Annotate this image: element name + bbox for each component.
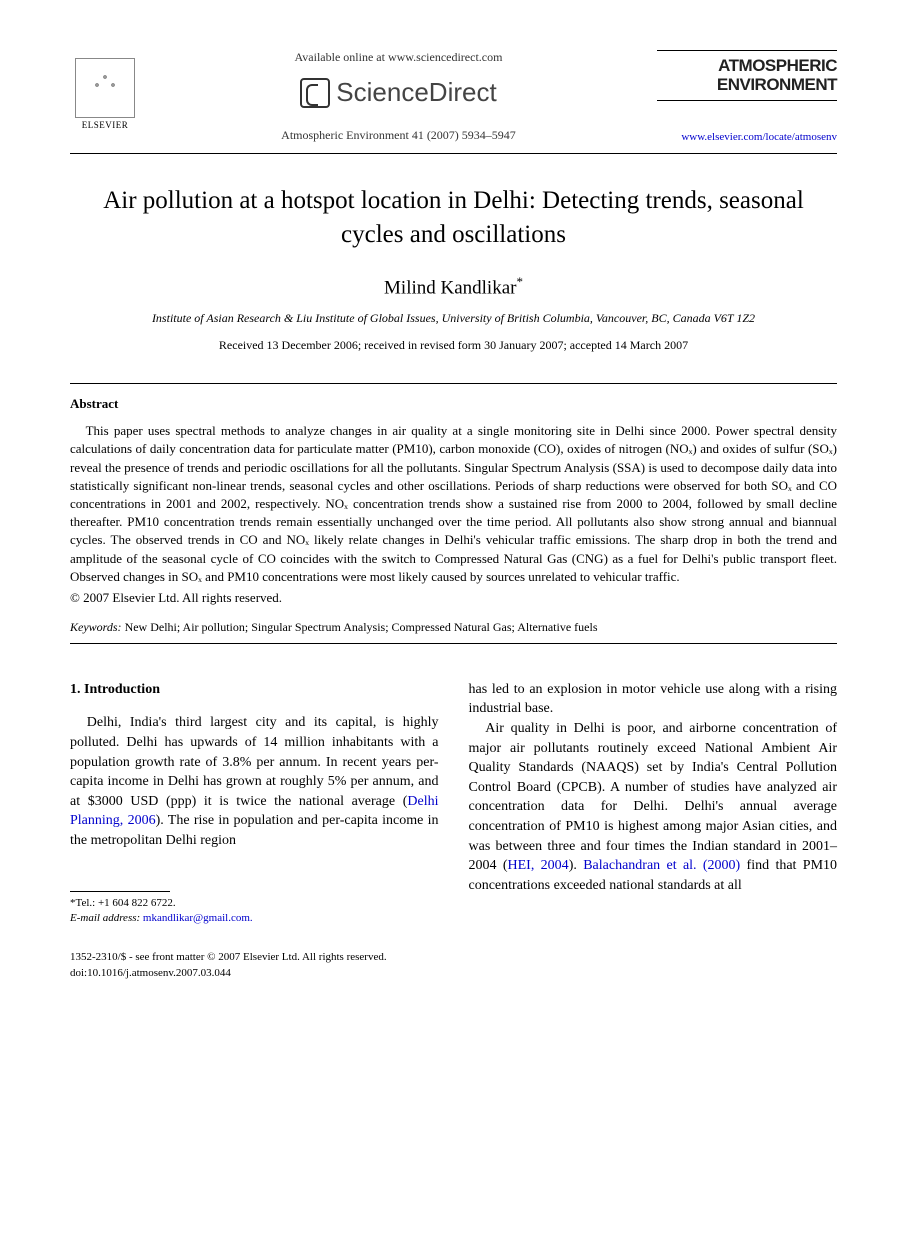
footnote-email-label: E-mail address: (70, 912, 140, 924)
abstract-heading: Abstract (70, 396, 837, 412)
page-footer: 1352-2310/$ - see front matter © 2007 El… (70, 950, 837, 981)
citation-balachandran[interactable]: Balachandran et al. (2000) (583, 858, 740, 873)
footnote-tel: +1 604 822 6722. (98, 897, 176, 909)
column-left: 1. Introduction Delhi, India's third lar… (70, 680, 439, 927)
intro-para-2: Air quality in Delhi is poor, and airbor… (469, 719, 838, 895)
footnote-tel-label: *Tel.: (70, 897, 98, 909)
abstract-body: This paper uses spectral methods to anal… (70, 422, 837, 586)
intro-para-1: Delhi, India's third largest city and it… (70, 713, 439, 850)
citation-hei[interactable]: HEI, 2004 (508, 858, 569, 873)
sciencedirect-brand: ScienceDirect (160, 77, 637, 108)
keywords-list: New Delhi; Air pollution; Singular Spect… (125, 620, 598, 634)
corresponding-author-footnote: *Tel.: +1 604 822 6722. E-mail address: … (70, 896, 439, 927)
journal-title-line2: ENVIRONMENT (717, 75, 837, 94)
author-marker: * (516, 274, 523, 289)
journal-title-line1: ATMOSPHERIC (718, 56, 837, 75)
footnote-rule (70, 891, 170, 892)
author-name: Milind Kandlikar (384, 277, 516, 298)
elsevier-logo: ELSEVIER (70, 50, 140, 130)
intro-text-1a: Delhi, India's third largest city and it… (70, 715, 439, 808)
page-header: ELSEVIER Available online at www.science… (70, 50, 837, 145)
body-columns: 1. Introduction Delhi, India's third lar… (70, 680, 837, 927)
publisher-name: ELSEVIER (82, 120, 129, 130)
journal-reference: Atmospheric Environment 41 (2007) 5934–5… (160, 128, 637, 143)
intro-text-2a: Air quality in Delhi is poor, and airbor… (469, 721, 838, 873)
article-dates: Received 13 December 2006; received in r… (70, 338, 837, 353)
available-online-text: Available online at www.sciencedirect.co… (160, 50, 637, 65)
header-center: Available online at www.sciencedirect.co… (140, 50, 657, 143)
abstract-copyright: © 2007 Elsevier Ltd. All rights reserved… (70, 590, 837, 606)
abstract-bottom-rule (70, 643, 837, 644)
author-line: Milind Kandlikar* (70, 274, 837, 299)
keywords-label: Keywords: (70, 620, 122, 634)
footnote-email-link[interactable]: mkandlikar@gmail.com. (143, 912, 253, 924)
journal-masthead: ATMOSPHERIC ENVIRONMENT (657, 50, 837, 101)
sciencedirect-icon (300, 78, 330, 108)
sciencedirect-label: ScienceDirect (336, 77, 496, 108)
article-title: Air pollution at a hotspot location in D… (70, 184, 837, 252)
introduction-heading: 1. Introduction (70, 680, 439, 700)
journal-title-box: ATMOSPHERIC ENVIRONMENT www.elsevier.com… (657, 50, 837, 145)
doi-line: doi:10.1016/j.atmosenv.2007.03.044 (70, 966, 837, 981)
affiliation: Institute of Asian Research & Liu Instit… (70, 311, 837, 326)
abstract-top-rule (70, 383, 837, 384)
intro-para-1-cont: has led to an explosion in motor vehicle… (469, 680, 838, 719)
journal-url-link[interactable]: www.elsevier.com/locate/atmosenv (681, 131, 837, 143)
issn-line: 1352-2310/$ - see front matter © 2007 El… (70, 950, 837, 965)
keywords-line: Keywords: New Delhi; Air pollution; Sing… (70, 620, 837, 635)
header-rule (70, 153, 837, 154)
elsevier-tree-icon (75, 58, 135, 118)
column-right: has led to an explosion in motor vehicle… (469, 680, 838, 927)
intro-text-2b: ). (569, 858, 584, 873)
